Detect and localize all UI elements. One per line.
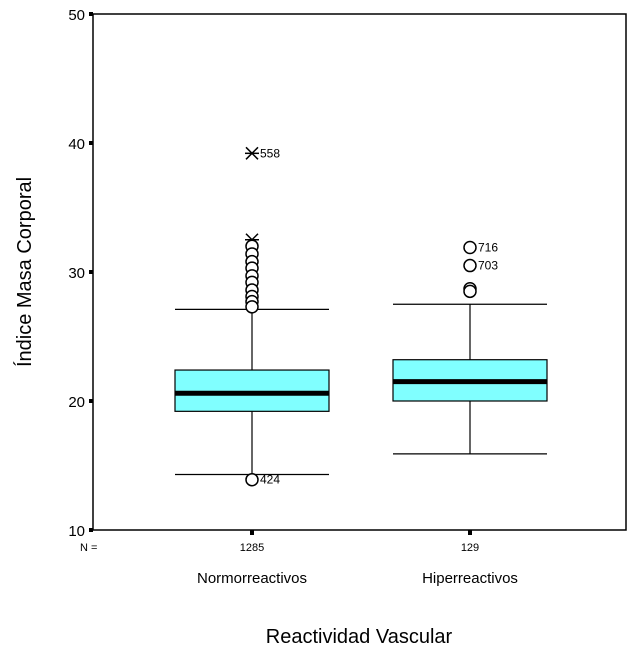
box-group: 558 424 1285 Normorreactivos <box>174 146 330 587</box>
outlier-marker <box>463 240 477 255</box>
y-axis-title: Índice Masa Corporal <box>13 177 36 367</box>
y-tick-label: 30 <box>68 265 85 282</box>
y-tick-label: 40 <box>68 136 85 153</box>
outlier-marker <box>245 300 259 314</box>
x-tick-mark <box>250 530 254 535</box>
outlier-label: 424 <box>260 473 280 487</box>
box-group: 716 703 129 Hiperreactivos <box>392 240 548 587</box>
y-tick-mark <box>89 141 93 145</box>
x-axis-title: Reactividad Vascular <box>266 626 453 648</box>
y-tick-mark <box>89 12 93 16</box>
n-prefix-label: N = <box>80 542 97 554</box>
y-tick-label: 50 <box>68 7 85 24</box>
y-tick-label: 20 <box>68 394 85 411</box>
category-label: Hiperreactivos <box>422 570 518 587</box>
box-iqr <box>174 369 330 412</box>
y-tick-mark <box>89 270 93 274</box>
y-axis-ticks: 10 20 30 40 50 <box>68 7 93 540</box>
box-groups: 558 424 1285 Normorreactivos 716 703 129 Hiperr… <box>174 146 548 587</box>
y-tick-mark <box>89 528 93 532</box>
outlier-label: 703 <box>478 259 498 273</box>
plot-frame <box>92 13 627 531</box>
outlier-label: 558 <box>260 146 280 160</box>
outlier-label: 716 <box>478 240 498 254</box>
x-tick-mark <box>468 530 472 535</box>
y-tick-mark <box>89 399 93 403</box>
n-count-label: 1285 <box>240 542 264 554</box>
outlier-marker <box>463 284 477 299</box>
y-tick-label: 10 <box>68 523 85 540</box>
outlier-marker <box>463 258 477 273</box>
n-count-label: 129 <box>461 542 479 554</box>
category-label: Normorreactivos <box>197 570 307 587</box>
outlier-marker <box>245 472 259 487</box>
